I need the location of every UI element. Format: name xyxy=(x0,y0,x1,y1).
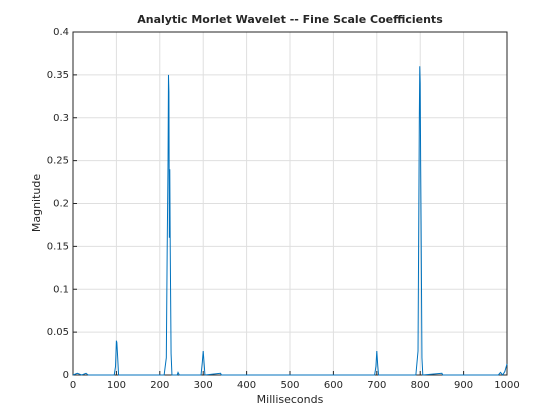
y-tick-label: 0.05 xyxy=(47,327,69,338)
x-tick-label: 700 xyxy=(367,380,386,391)
x-tick-label: 0 xyxy=(70,380,76,391)
y-tick-label: 0.2 xyxy=(53,199,69,210)
y-tick-label: 0.3 xyxy=(53,113,69,124)
x-tick-label: 300 xyxy=(194,380,213,391)
x-tick-label: 400 xyxy=(237,380,256,391)
y-tick-label: 0.15 xyxy=(47,241,69,252)
y-tick-label: 0.4 xyxy=(53,27,69,38)
x-tick-label: 1000 xyxy=(494,380,519,391)
x-tick-label: 200 xyxy=(150,380,169,391)
y-tick-label: 0.1 xyxy=(53,284,69,295)
y-axis-label: Magnitude xyxy=(30,174,43,233)
y-tick-label: 0.35 xyxy=(47,70,69,81)
x-tick-label: 100 xyxy=(107,380,126,391)
x-tick-label: 800 xyxy=(411,380,430,391)
chart-title: Analytic Morlet Wavelet -- Fine Scale Co… xyxy=(137,13,443,26)
x-tick-label: 900 xyxy=(454,380,473,391)
data-line xyxy=(72,66,508,376)
y-tick-label: 0.25 xyxy=(47,156,69,167)
x-tick-label: 500 xyxy=(280,380,299,391)
x-axis-label: Milliseconds xyxy=(257,393,324,406)
y-tick-label: 0 xyxy=(63,370,69,381)
x-tick-label: 600 xyxy=(324,380,343,391)
